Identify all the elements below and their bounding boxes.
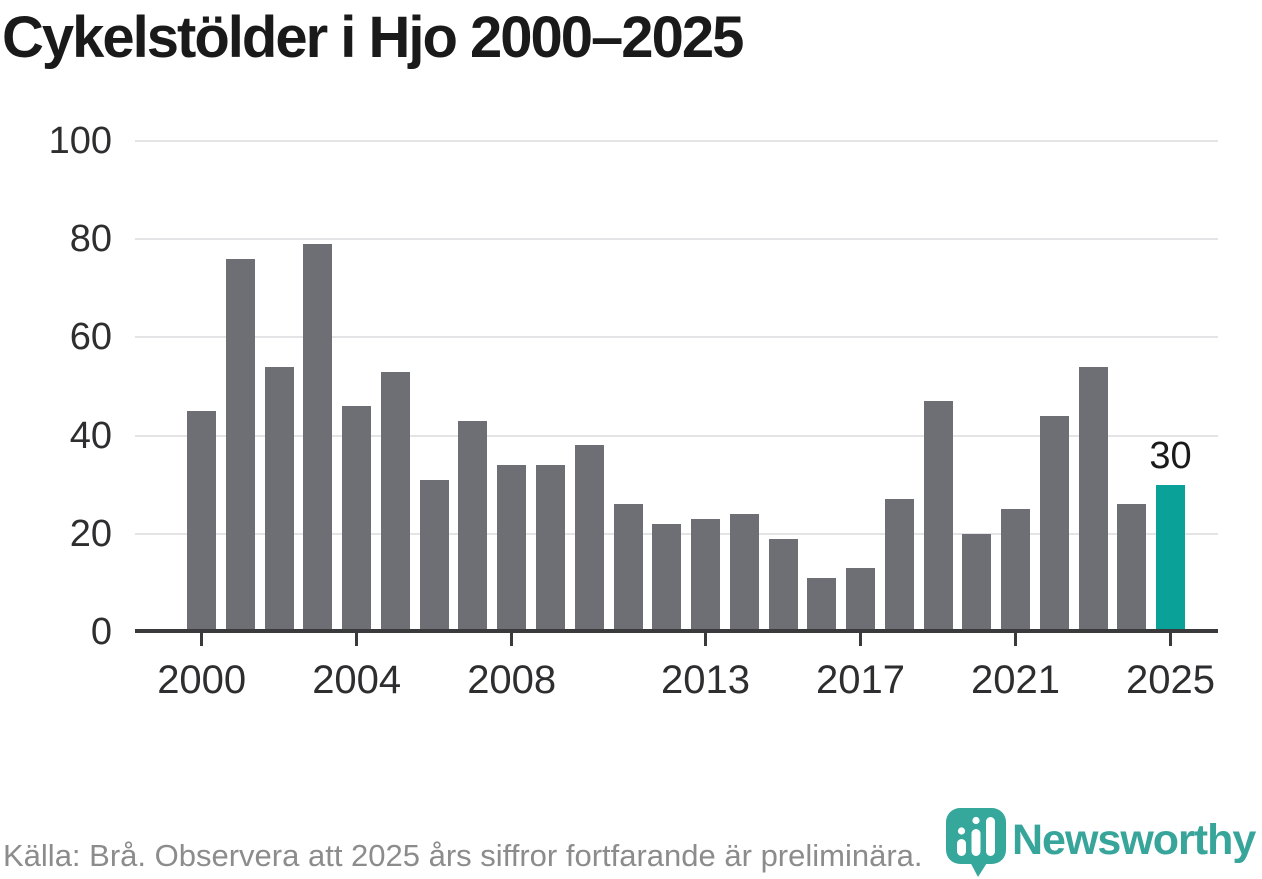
bar-2004 xyxy=(342,406,372,632)
y-tick-label: 80 xyxy=(69,218,112,261)
bar-2012 xyxy=(652,524,682,632)
newsworthy-wordmark[interactable]: Newsworthy xyxy=(1012,816,1256,864)
x-axis-line xyxy=(135,629,1218,633)
x-tick-2000 xyxy=(200,633,204,646)
bar-2008 xyxy=(497,465,527,632)
gridline-y-80 xyxy=(135,238,1218,241)
bar-2021 xyxy=(1001,509,1030,633)
bar-2013 xyxy=(691,519,720,632)
bar-2024 xyxy=(1117,504,1147,632)
highlight-value-label: 30 xyxy=(1149,434,1192,477)
x-tick-label: 2013 xyxy=(661,658,750,702)
bar-2022 xyxy=(1039,416,1069,632)
bar-2010 xyxy=(574,445,604,632)
bar-2007 xyxy=(458,420,488,632)
x-tick-2021 xyxy=(1014,633,1017,646)
x-tick-label: 2017 xyxy=(816,658,905,702)
bar-2005 xyxy=(380,371,410,632)
bar-2003 xyxy=(303,244,333,632)
bar-2019 xyxy=(923,401,953,632)
bar-2009 xyxy=(536,465,565,632)
x-tick-label: 2000 xyxy=(157,658,247,702)
bar-2015 xyxy=(768,538,798,632)
bar-2014 xyxy=(729,514,759,632)
bar-2000 xyxy=(187,411,217,632)
x-tick-2004 xyxy=(355,633,359,646)
x-tick-2008 xyxy=(510,633,514,646)
chart-title: Cykelstölder i Hjo 2000–2025 xyxy=(2,5,744,70)
bar-2018 xyxy=(884,499,914,632)
gridline-y-60 xyxy=(135,336,1218,339)
x-tick-label: 2025 xyxy=(1126,658,1215,702)
bar-highlighted-2025 xyxy=(1156,484,1185,632)
bar-2020 xyxy=(962,533,992,632)
x-tick-2017 xyxy=(859,633,862,646)
x-tick-2013 xyxy=(704,633,707,646)
y-tick-label: 40 xyxy=(69,414,112,457)
speech-bubble-bar-chart-icon xyxy=(946,808,1006,877)
source-note: Källa: Brå. Observera att 2025 års siffr… xyxy=(3,838,923,873)
y-tick-label: 100 xyxy=(48,120,112,162)
bar-2017 xyxy=(846,568,875,632)
y-tick-label: 60 xyxy=(69,316,112,359)
gridline-y-40 xyxy=(135,434,1218,437)
gridline-y-100 xyxy=(135,140,1218,142)
bar-2001 xyxy=(225,258,255,632)
newsworthy-logo[interactable] xyxy=(942,806,1012,878)
y-tick-label: 0 xyxy=(90,611,112,653)
x-tick-2025 xyxy=(1169,633,1172,646)
x-tick-label: 2008 xyxy=(467,658,557,702)
x-tick-label: 2021 xyxy=(971,658,1060,702)
y-tick-label: 20 xyxy=(69,512,112,555)
bar-2006 xyxy=(419,479,449,632)
bar-2016 xyxy=(807,578,837,632)
bar-2002 xyxy=(264,366,294,632)
x-tick-label: 2004 xyxy=(312,658,402,702)
bar-2023 xyxy=(1078,366,1108,632)
bar-2011 xyxy=(613,504,643,632)
